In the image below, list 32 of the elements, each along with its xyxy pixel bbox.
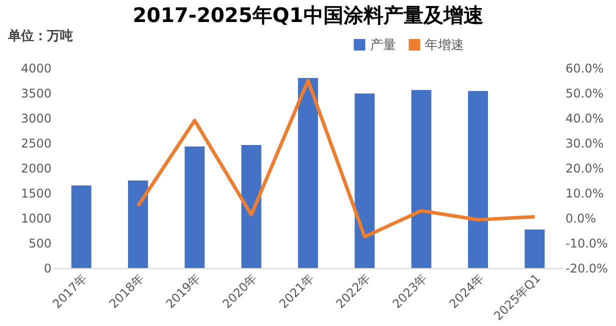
y2-tick-label: 10.0%	[566, 186, 604, 200]
bar	[354, 94, 375, 268]
bar	[71, 186, 92, 268]
bar	[298, 78, 318, 268]
bar	[184, 146, 205, 268]
y-tick-label: 0	[44, 262, 52, 276]
y-tick-label: 4000	[20, 62, 52, 76]
y2-tick-label: 0.0%	[566, 212, 596, 226]
y-tick-label: 2000	[20, 162, 52, 176]
y-tick-label: 3500	[20, 86, 52, 100]
bar	[524, 230, 545, 268]
bar	[468, 91, 488, 268]
bar	[411, 90, 432, 268]
y2-tick-label: -20.0%	[566, 262, 608, 276]
y2-tick-label: 20.0%	[566, 162, 604, 176]
legend-label: 年增速	[425, 38, 464, 53]
text: 单位：万吨	[7, 28, 73, 44]
legend-label: 产量	[370, 38, 396, 53]
y-tick-label: 3000	[20, 112, 52, 126]
y-tick-label: 500	[28, 236, 52, 250]
y2-tick-label: 60.0%	[566, 62, 604, 76]
y-tick-label: 2500	[20, 136, 52, 150]
bar	[241, 145, 262, 268]
y2-tick-label: 30.0%	[566, 136, 604, 150]
y-tick-label: 1500	[20, 186, 52, 200]
chart-title: 2017-2025年Q1中国涂料产量及增速	[132, 3, 484, 27]
y2-tick-label: 40.0%	[566, 112, 604, 126]
bar	[128, 180, 148, 268]
line-series	[136, 78, 536, 238]
y2-tick-label: -10.0%	[566, 236, 608, 250]
y2-tick-label: 50.0%	[566, 86, 604, 100]
y-tick-label: 1000	[20, 212, 52, 226]
